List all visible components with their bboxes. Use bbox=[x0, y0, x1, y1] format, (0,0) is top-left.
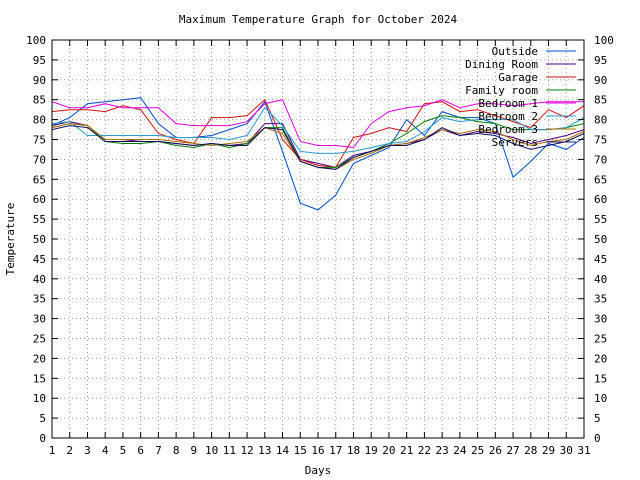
y-tick-label-right: 5 bbox=[594, 412, 601, 425]
x-tick-label: 17 bbox=[329, 444, 342, 457]
y-tick-label-right: 50 bbox=[594, 233, 607, 246]
y-tick-label: 5 bbox=[39, 412, 46, 425]
y-tick-label-right: 60 bbox=[594, 193, 607, 206]
grid bbox=[52, 40, 584, 438]
legend-label: Family room bbox=[465, 84, 538, 97]
series-line-3 bbox=[51, 98, 585, 168]
y-tick-label-right: 90 bbox=[594, 74, 607, 87]
y-tick-label-right: 45 bbox=[594, 253, 607, 266]
x-tick-label: 24 bbox=[453, 444, 467, 457]
x-tick-label: 19 bbox=[365, 444, 378, 457]
x-tick-label: 4 bbox=[102, 444, 109, 457]
x-tick-label: 13 bbox=[258, 444, 271, 457]
series-line-5 bbox=[51, 99, 584, 149]
series-lines bbox=[51, 97, 585, 211]
x-tick-label: 16 bbox=[311, 444, 324, 457]
x-tick-label: 7 bbox=[155, 444, 162, 457]
y-tick-label: 60 bbox=[33, 193, 46, 206]
y-tick-label: 90 bbox=[33, 74, 46, 87]
x-tick-label: 30 bbox=[560, 444, 573, 457]
y-tick-label: 10 bbox=[33, 392, 46, 405]
tick-marks bbox=[51, 39, 585, 439]
y-tick-labels-right: 0 5 10 15 20 25 30 35 40 45 50 55 60 65 70 75 80 85 90 95 10… bbox=[594, 34, 614, 445]
y-tick-label-right: 70 bbox=[594, 153, 607, 166]
y-tick-label-right: 95 bbox=[594, 54, 607, 67]
y-tick-label-right: 20 bbox=[594, 352, 607, 365]
legend-label: Garage bbox=[498, 71, 538, 84]
x-tick-label: 23 bbox=[436, 444, 449, 457]
y-tick-label-right: 35 bbox=[594, 293, 607, 306]
x-tick-label: 11 bbox=[223, 444, 236, 457]
y-tick-label-right: 80 bbox=[594, 114, 607, 127]
x-tick-label: 12 bbox=[240, 444, 253, 457]
x-tick-label: 29 bbox=[542, 444, 555, 457]
y-tick-label: 20 bbox=[33, 352, 46, 365]
y-tick-label: 45 bbox=[33, 253, 46, 266]
x-tick-label: 5 bbox=[120, 444, 127, 457]
y-tick-label: 0 bbox=[39, 432, 46, 445]
x-tick-label: 15 bbox=[294, 444, 307, 457]
x-tick-label: 14 bbox=[276, 444, 290, 457]
y-tick-label-right: 25 bbox=[594, 333, 607, 346]
y-tick-label-right: 85 bbox=[594, 94, 607, 107]
y-tick-label: 100 bbox=[26, 34, 46, 47]
y-tick-label-right: 0 bbox=[594, 432, 601, 445]
y-tick-label: 65 bbox=[33, 173, 46, 186]
y-tick-label: 50 bbox=[33, 233, 46, 246]
y-tick-label: 25 bbox=[33, 333, 46, 346]
x-tick-label: 20 bbox=[382, 444, 395, 457]
y-tick-label: 85 bbox=[33, 94, 46, 107]
x-tick-label: 22 bbox=[418, 444, 431, 457]
y-tick-label-right: 40 bbox=[594, 273, 607, 286]
y-tick-label: 75 bbox=[33, 134, 46, 147]
y-axis-label: Temperature bbox=[4, 203, 17, 276]
x-tick-labels: 1 2 3 4 5 6 7 8 9 10 11 12 13 14 15 16 17 18 19 20 21 22 23 24 2… bbox=[49, 444, 591, 457]
x-tick-label: 25 bbox=[471, 444, 484, 457]
y-tick-labels-left: 0 5 10 15 20 25 30 35 40 45 50 55 60 65 70 75 80 85 90 95 10… bbox=[26, 34, 46, 445]
y-tick-label-right: 65 bbox=[594, 173, 607, 186]
x-tick-label: 28 bbox=[524, 444, 537, 457]
y-tick-label-right: 75 bbox=[594, 134, 607, 147]
x-tick-label: 31 bbox=[577, 444, 590, 457]
y-tick-label: 15 bbox=[33, 372, 46, 385]
x-axis-label: Days bbox=[305, 464, 332, 477]
x-tick-label: 10 bbox=[205, 444, 218, 457]
y-tick-label-right: 30 bbox=[594, 313, 607, 326]
legend-label: Bedroom 2 bbox=[478, 110, 538, 123]
x-tick-label: 3 bbox=[84, 444, 91, 457]
y-tick-label: 35 bbox=[33, 293, 46, 306]
legend-label: Bedroom 1 bbox=[478, 97, 538, 110]
legend-label: Dining Room bbox=[465, 58, 538, 71]
legend-label: Bedroom 3 bbox=[478, 123, 538, 136]
x-tick-label: 27 bbox=[506, 444, 519, 457]
y-tick-label: 80 bbox=[33, 114, 46, 127]
y-tick-label: 55 bbox=[33, 213, 46, 226]
x-tick-label: 18 bbox=[347, 444, 360, 457]
x-tick-label: 21 bbox=[400, 444, 413, 457]
x-tick-label: 1 bbox=[49, 444, 56, 457]
y-tick-label: 30 bbox=[33, 313, 46, 326]
series-line-8 bbox=[51, 125, 585, 170]
y-tick-label: 95 bbox=[33, 54, 46, 67]
y-tick-label-right: 15 bbox=[594, 372, 607, 385]
y-tick-label: 70 bbox=[33, 153, 46, 166]
y-tick-label-right: 100 bbox=[594, 34, 614, 47]
x-tick-label: 2 bbox=[66, 444, 73, 457]
y-tick-label-right: 10 bbox=[594, 392, 607, 405]
y-tick-label: 40 bbox=[33, 273, 46, 286]
x-tick-label: 6 bbox=[137, 444, 144, 457]
x-tick-label: 9 bbox=[191, 444, 198, 457]
x-tick-label: 26 bbox=[489, 444, 502, 457]
legend-label: Outside bbox=[492, 45, 538, 58]
y-tick-label-right: 55 bbox=[594, 213, 607, 226]
legend-label: Servers bbox=[492, 136, 538, 149]
series-line-6 bbox=[51, 106, 585, 154]
x-tick-label: 8 bbox=[173, 444, 180, 457]
chart-title: Maximum Temperature Graph for October 20… bbox=[179, 13, 458, 26]
